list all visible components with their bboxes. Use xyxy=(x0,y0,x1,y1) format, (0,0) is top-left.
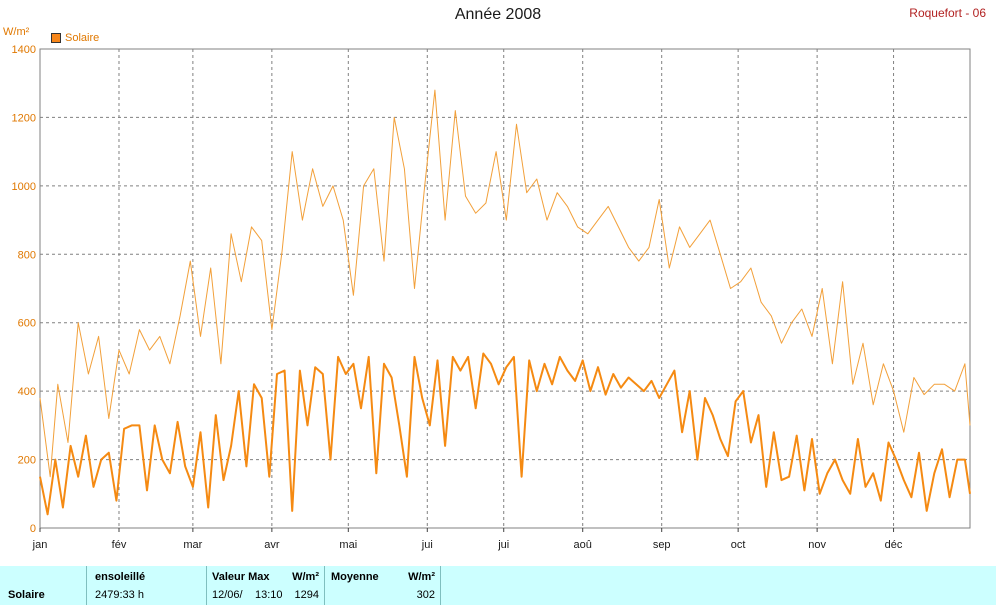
x-tick-label: sep xyxy=(653,539,671,551)
footer-max-date: 12/06/ xyxy=(212,589,243,601)
y-tick-label: 600 xyxy=(18,318,36,330)
x-tick-label: nov xyxy=(808,539,826,551)
footer-empty-cell xyxy=(440,566,996,605)
footer-sunshine-label: ensoleillé xyxy=(95,571,146,583)
y-axis-unit: W/m² xyxy=(3,26,30,38)
footer-max-time: 13:10 xyxy=(255,589,283,601)
series-line-max xyxy=(39,89,971,478)
station-name: Roquefort - 06 xyxy=(909,6,986,20)
footer-mean-cell: Moyenne W/m² 302 xyxy=(324,566,441,605)
plot-area: 0 200 400 600 800 1000 1200 1400 jan fév mar avr mai… xyxy=(12,44,971,551)
footer-series-name: Solaire xyxy=(8,589,45,601)
y-tick-label: 400 xyxy=(18,386,36,398)
y-tick-label: 1400 xyxy=(12,44,36,56)
footer-mean-value: 302 xyxy=(416,589,435,601)
footer-max-value: 1294 xyxy=(294,589,319,601)
x-tick-label: mai xyxy=(339,539,357,551)
footer-sunshine-cell: ensoleillé 2479:33 h xyxy=(86,566,207,605)
footer-max-label: Valeur Max xyxy=(212,571,270,583)
x-tick-label: fév xyxy=(112,539,127,551)
x-tick-label: jan xyxy=(32,539,48,551)
footer-series-cell: Solaire xyxy=(0,566,86,605)
x-tick-label: déc xyxy=(885,539,903,551)
plot-frame xyxy=(39,48,971,529)
footer-sunshine-value: 2479:33 h xyxy=(95,589,144,601)
y-tick-label: 800 xyxy=(18,249,36,261)
x-tick-label: aoû xyxy=(574,539,592,551)
x-tick-label: mar xyxy=(183,539,202,551)
y-tick-label: 1200 xyxy=(12,112,36,124)
x-tick-label: jui xyxy=(421,539,433,551)
series-line-mean xyxy=(39,352,971,516)
y-tick-label: 1000 xyxy=(12,181,36,193)
footer-mean-label: Moyenne xyxy=(331,571,379,583)
legend: Solaire xyxy=(51,32,99,44)
y-tick-label: 0 xyxy=(30,523,36,535)
y-tick-label: 200 xyxy=(18,455,36,467)
footer-mean-unit: W/m² xyxy=(408,571,435,583)
footer-max-cell: Valeur Max W/m² 12/06/ 13:10 1294 xyxy=(206,566,325,605)
chart-title: Année 2008 xyxy=(454,6,542,23)
x-tick-label: oct xyxy=(731,539,746,551)
legend-label: Solaire xyxy=(65,32,100,44)
legend-swatch xyxy=(51,33,61,43)
x-tick-label: jui xyxy=(497,539,509,551)
x-tick-label: avr xyxy=(264,539,280,551)
summary-footer: Solaire ensoleillé 2479:33 h Valeur Max … xyxy=(0,566,996,605)
footer-max-unit: W/m² xyxy=(292,571,319,583)
